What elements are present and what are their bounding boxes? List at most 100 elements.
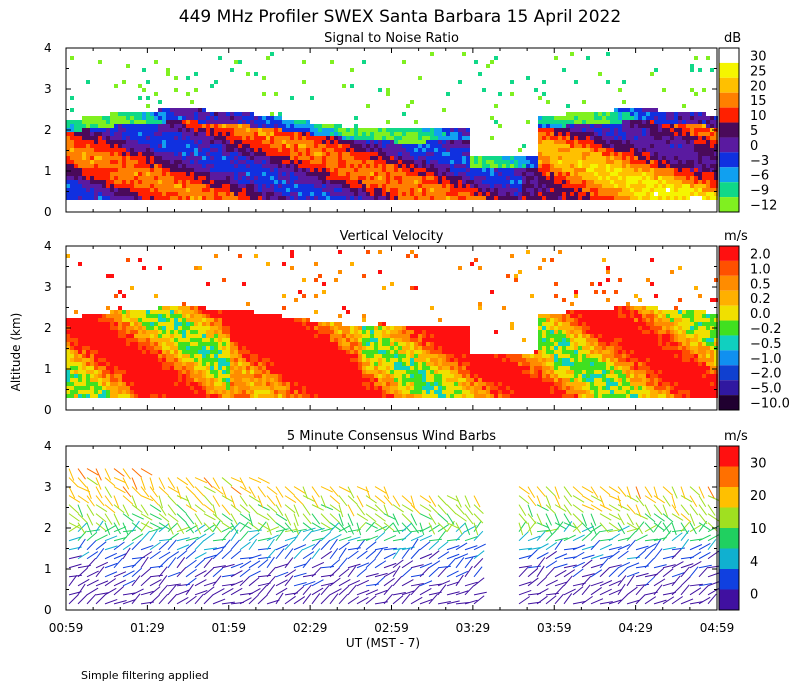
heatmap-cell [326,136,330,140]
heatmap-cell [458,172,462,176]
heatmap-cell [638,156,642,160]
heatmap-cell [474,184,478,188]
heatmap-cell [354,152,358,156]
heatmap-cell [554,132,558,136]
heatmap-cell [258,156,262,160]
heatmap-cell [462,148,466,152]
heatmap-cell [230,120,234,124]
heatmap-cell [242,330,246,334]
heatmap-cell [262,188,266,192]
heatmap-cell [270,156,274,160]
heatmap-cell [294,140,298,144]
heatmap-cell [350,196,354,200]
heatmap-cell [322,370,326,374]
heatmap-cell [150,362,154,366]
heatmap-cell [126,120,130,124]
heatmap-cell [358,172,362,176]
heatmap-cell [326,390,330,394]
heatmap-cell [206,172,210,176]
heatmap-cell [266,116,270,120]
heatmap-cell [250,148,254,152]
heatmap-cell [114,378,118,382]
heatmap-cell [194,88,198,92]
heatmap-cell [118,176,122,180]
heatmap-cell [158,306,162,310]
heatmap-cell [194,390,198,394]
heatmap-cell [558,124,562,128]
heatmap-cell [202,164,206,168]
heatmap-cell [226,112,230,116]
heatmap-cell [130,168,134,172]
heatmap-cell [434,136,438,140]
heatmap-cell [486,196,490,200]
heatmap-cell [570,128,574,132]
heatmap-cell [354,168,358,172]
heatmap-cell [222,322,226,326]
heatmap-cell [666,128,670,132]
heatmap-cell [670,128,674,132]
heatmap-cell [690,136,694,140]
heatmap-cell [386,140,390,144]
heatmap-cell [466,136,470,140]
heatmap-cell [222,128,226,132]
heatmap-cell [106,124,110,128]
heatmap-cell [426,160,430,164]
heatmap-cell [254,350,258,354]
heatmap-cell [162,144,166,148]
heatmap-cell [462,196,466,200]
heatmap-cell [630,180,634,184]
heatmap-cell [414,196,418,200]
heatmap-cell [510,184,514,188]
heatmap-cell [330,358,334,362]
heatmap-cell [382,192,386,196]
heatmap-cell [262,136,266,140]
heatmap-cell [126,176,130,180]
heatmap-cell [390,148,394,152]
heatmap-cell [566,144,570,148]
heatmap-cell [642,144,646,148]
heatmap-cell [218,156,222,160]
heatmap-cell [678,144,682,148]
heatmap-cell [414,132,418,136]
heatmap-cell [234,386,238,390]
heatmap-cell [614,140,618,144]
heatmap-cell [154,156,158,160]
heatmap-cell [562,184,566,188]
heatmap-cell [82,120,86,124]
heatmap-cell [86,136,90,140]
heatmap-cell [290,184,294,188]
heatmap-cell [274,188,278,192]
heatmap-cell [286,346,290,350]
heatmap-cell [574,148,578,152]
heatmap-cell [282,120,286,124]
heatmap-cell [666,192,670,196]
heatmap-cell [122,294,126,298]
heatmap-cell [186,144,190,148]
heatmap-cell [350,152,354,156]
heatmap-cell [110,274,114,278]
heatmap-cell [178,318,182,322]
heatmap-cell [686,116,690,120]
heatmap-cell [498,164,502,168]
heatmap-cell [450,144,454,148]
heatmap-cell [214,160,218,164]
colorbar-swatch [719,167,739,183]
heatmap-cell [286,144,290,148]
heatmap-cell [654,180,658,184]
heatmap-cell [86,124,90,128]
heatmap-cell [218,370,222,374]
colorbar-label: 30 [750,49,767,64]
heatmap-cell [430,148,434,152]
heatmap-cell [98,160,102,164]
heatmap-cell [578,124,582,128]
heatmap-cell [174,358,178,362]
heatmap-cell [706,196,710,200]
heatmap-cell [66,196,70,200]
heatmap-cell [706,156,710,160]
heatmap-cell [170,366,174,370]
heatmap-cell [374,152,378,156]
heatmap-cell [310,124,314,128]
heatmap-cell [190,148,194,152]
heatmap-cell [306,156,310,160]
heatmap-cell [698,168,702,172]
